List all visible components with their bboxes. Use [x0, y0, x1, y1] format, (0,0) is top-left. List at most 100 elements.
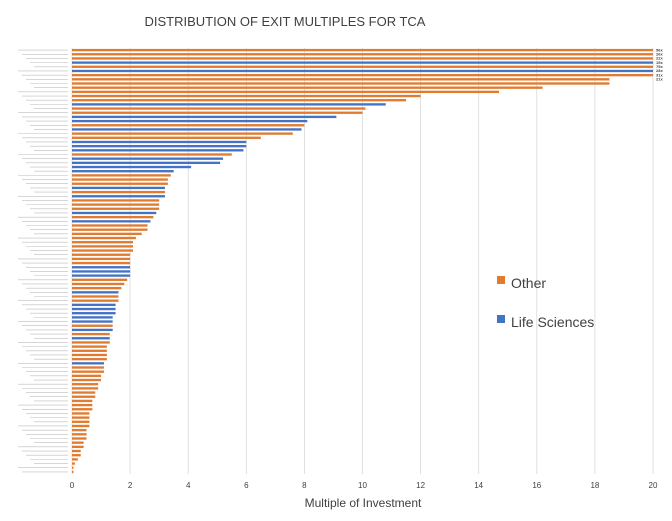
- bar: [72, 149, 244, 152]
- bar: [72, 303, 116, 307]
- bar: [72, 186, 165, 190]
- bar: [72, 69, 653, 73]
- legend-swatch-other: [497, 276, 505, 284]
- bar: [72, 65, 653, 68]
- bar: [72, 144, 247, 148]
- x-tick-label: 12: [416, 481, 425, 490]
- bar: [72, 57, 653, 60]
- bar: [72, 132, 293, 135]
- bar: [72, 416, 90, 419]
- bar: [72, 332, 110, 336]
- bar: [72, 157, 224, 160]
- bar: [72, 182, 168, 185]
- bar: [72, 124, 305, 127]
- x-tick-label: 16: [532, 481, 541, 490]
- x-tick-labels: 0 2 4 6 8 10 12 14 16 18 20: [70, 481, 658, 490]
- x-tick-label: 14: [474, 481, 483, 490]
- bar: [72, 174, 171, 177]
- bar: [72, 462, 75, 465]
- bar: [72, 266, 131, 269]
- bar: [72, 215, 154, 219]
- bar: [72, 82, 610, 85]
- bar: [72, 307, 116, 311]
- bar: [72, 224, 148, 227]
- bar: [72, 412, 90, 415]
- bar: [72, 161, 221, 165]
- bar: [72, 374, 102, 378]
- bar: [72, 441, 84, 444]
- bar: [72, 190, 165, 194]
- bar: [72, 86, 543, 89]
- bar: [72, 408, 93, 411]
- bar: [72, 115, 337, 119]
- bar: [72, 232, 142, 236]
- bar: [72, 61, 653, 64]
- bar: [72, 119, 308, 123]
- bar: [72, 324, 113, 327]
- bar: [72, 370, 104, 373]
- x-axis-label: Multiple of Investment: [305, 496, 422, 510]
- bar: [72, 90, 500, 94]
- bar: [72, 111, 363, 114]
- x-tick-label: 18: [590, 481, 599, 490]
- bar: [72, 391, 96, 394]
- bar: [72, 99, 407, 102]
- bar: [72, 228, 148, 231]
- bar: [72, 316, 113, 319]
- bar: [72, 420, 90, 423]
- overflow-value-label: 28x: [656, 68, 663, 73]
- overflow-value-label: 21x: [656, 77, 663, 82]
- bar: [72, 424, 90, 428]
- bar: [72, 203, 160, 206]
- bar: [72, 403, 93, 407]
- legend-label-other: Other: [511, 275, 546, 291]
- bar: [72, 399, 93, 403]
- overflow-value-label: 56x: [656, 47, 663, 52]
- bar: [72, 165, 192, 169]
- bar: [72, 445, 84, 449]
- bar: [72, 249, 134, 252]
- bar: [72, 337, 110, 340]
- bar: [72, 345, 107, 348]
- bar: [72, 449, 81, 453]
- bar: [72, 470, 74, 474]
- bar: [72, 362, 104, 365]
- bar: [72, 136, 261, 139]
- bar: [72, 140, 247, 144]
- bar: [72, 270, 131, 273]
- bar: [72, 48, 653, 52]
- bar: [72, 458, 78, 461]
- overflow-value-label: 26x: [656, 52, 663, 57]
- bar: [72, 220, 151, 223]
- bar: [72, 94, 421, 98]
- bar: [72, 178, 168, 181]
- bar: [72, 291, 119, 294]
- bars: [72, 48, 653, 474]
- bar: [72, 278, 128, 281]
- bar: [72, 454, 81, 457]
- legend-swatch-life-sciences: [497, 315, 505, 323]
- x-tick-label: 2: [128, 481, 133, 490]
- bar: [72, 387, 99, 390]
- bar: [72, 107, 366, 110]
- bar: [72, 241, 134, 244]
- bar: [72, 282, 125, 286]
- x-tick-label: 0: [70, 481, 75, 490]
- bar: [72, 299, 119, 302]
- bar: [72, 153, 232, 156]
- x-tick-label: 6: [244, 481, 249, 490]
- bar: [72, 53, 653, 56]
- x-tick-label: 10: [358, 481, 367, 490]
- bar: [72, 341, 110, 344]
- bar: [72, 211, 157, 215]
- bar: [72, 366, 104, 369]
- legend-label-life-sciences: Life Sciences: [511, 314, 594, 330]
- bar: [72, 207, 160, 210]
- bar: [72, 274, 131, 277]
- overflow-value-label: 75x: [656, 64, 663, 69]
- bar: [72, 328, 113, 332]
- bar: [72, 245, 134, 248]
- bar: [72, 103, 386, 106]
